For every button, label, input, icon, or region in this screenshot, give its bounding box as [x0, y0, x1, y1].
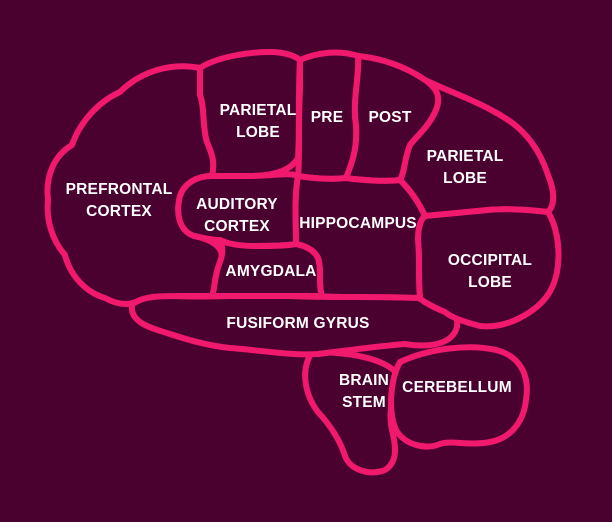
occipital-lobe-label: OCCIPITAL LOBE: [448, 250, 532, 294]
auditory-cortex-label-line1: AUDITORY: [196, 196, 278, 213]
parietal-lobe-top-label: PARIETAL LOBE: [220, 100, 297, 144]
prefrontal-cortex-label-line2: CORTEX: [86, 203, 152, 220]
hippocampus-label-line1: HIPPOCAMPUS: [299, 215, 417, 232]
occipital-lobe-label-line1: OCCIPITAL: [447, 252, 533, 269]
post-label: POST: [368, 107, 411, 129]
brain-stem-label: BRAIN STEM: [339, 370, 389, 414]
pre-label: PRE: [311, 107, 343, 129]
cerebellum-region: [388, 344, 530, 450]
prefrontal-cortex-label: PREFRONTAL CORTEX: [66, 179, 173, 223]
hippocampus-label: HIPPOCAMPUS: [299, 213, 417, 235]
parietal-lobe-top-label-line2: LOBE: [236, 124, 280, 141]
auditory-cortex-label-line2: CORTEX: [204, 218, 270, 235]
auditory-cortex-label: AUDITORY CORTEX: [196, 194, 278, 238]
amygdala-label: AMYGDALA: [225, 261, 316, 283]
brain-stem-label-line1: BRAIN: [338, 372, 390, 389]
prefrontal-cortex-label-line1: PREFRONTAL: [65, 181, 173, 198]
amygdala-region: [209, 237, 325, 300]
cerebellum-label-line1: CEREBELLUM: [402, 379, 512, 396]
parietal-lobe-right-label-line2: LOBE: [443, 170, 487, 187]
fusiform-gyrus-label-line1: FUSIFORM GYRUS: [226, 315, 370, 332]
fusiform-gyrus-label: FUSIFORM GYRUS: [226, 313, 369, 335]
cerebellum-label: CEREBELLUM: [402, 377, 512, 399]
post-label-line1: POST: [368, 109, 412, 126]
parietal-lobe-right-label-line1: PARIETAL: [426, 148, 504, 165]
parietal-lobe-right-label: PARIETAL LOBE: [427, 146, 504, 190]
pre-label-line1: PRE: [310, 109, 344, 126]
amygdala-label-line1: AMYGDALA: [225, 263, 317, 280]
parietal-lobe-top-region: [197, 49, 303, 179]
occipital-lobe-label-line2: LOBE: [468, 274, 512, 291]
brain-stem-label-line2: STEM: [342, 394, 386, 411]
parietal-lobe-top-label-line1: PARIETAL: [219, 102, 297, 119]
